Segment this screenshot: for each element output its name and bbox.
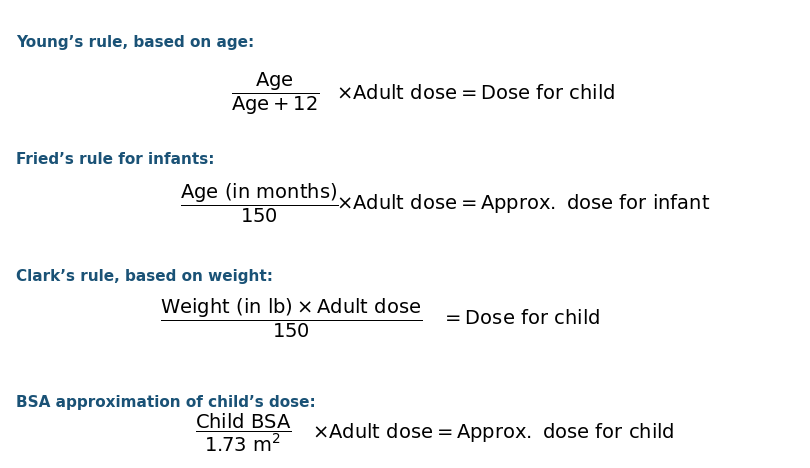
Text: $= \mathrm{Dose\ for\ child}$: $= \mathrm{Dose\ for\ child}$ [441,309,600,328]
Text: Clark’s rule, based on weight:: Clark’s rule, based on weight: [16,269,273,284]
Text: $\times \mathrm{Adult\ dose} = \mathrm{Approx.\ dose\ for\ infant}$: $\times \mathrm{Adult\ dose} = \mathrm{A… [336,192,710,215]
Text: $\dfrac{\mathrm{Child\ BSA}}{1.73\ \mathrm{m}^2}$: $\dfrac{\mathrm{Child\ BSA}}{1.73\ \math… [194,412,292,454]
Text: Young’s rule, based on age:: Young’s rule, based on age: [16,35,254,50]
Text: BSA approximation of child’s dose:: BSA approximation of child’s dose: [16,395,316,410]
Text: $\dfrac{\mathrm{Age}}{\mathrm{Age} + 12}$: $\dfrac{\mathrm{Age}}{\mathrm{Age} + 12}… [231,71,320,117]
Text: $\dfrac{\mathrm{Age\ (in\ months)}}{150}$: $\dfrac{\mathrm{Age\ (in\ months)}}{150}… [180,182,339,225]
Text: Fried’s rule for infants:: Fried’s rule for infants: [16,152,215,167]
Text: $\times \mathrm{Adult\ dose} = \mathrm{Approx.\ dose\ for\ child}$: $\times \mathrm{Adult\ dose} = \mathrm{A… [312,421,675,445]
Text: $\dfrac{\mathrm{Weight\ (in\ lb)} \times \mathrm{Adult\ dose}}{150}$: $\dfrac{\mathrm{Weight\ (in\ lb)} \times… [160,297,423,340]
Text: $\times \mathrm{Adult\ dose} = \mathrm{Dose\ for\ child}$: $\times \mathrm{Adult\ dose} = \mathrm{D… [336,84,616,103]
